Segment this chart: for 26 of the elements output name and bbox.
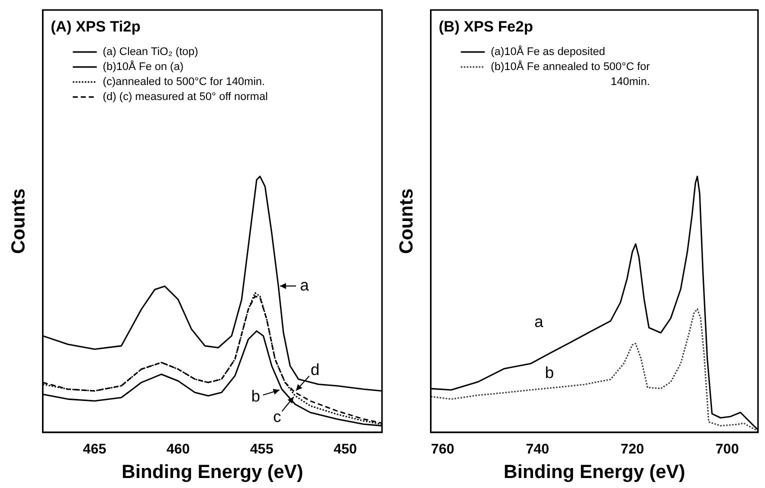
x-axis-title: Binding Energy (eV) xyxy=(122,462,304,483)
x-tick-label: 700 xyxy=(715,440,740,457)
x-tick-label: 720 xyxy=(620,440,644,457)
x-tick-label: 460 xyxy=(166,440,190,457)
annotation: d xyxy=(310,362,320,379)
x-tick-label: 465 xyxy=(82,440,106,457)
annotation: a xyxy=(300,278,309,295)
legend-label: (a) Clean TiO₂ (top) xyxy=(102,46,198,58)
x-tick-label: 740 xyxy=(526,440,550,457)
legend-label: (b)10Å Fe annealed to 500°C for 140min. xyxy=(490,60,650,88)
y-axis-title: Counts xyxy=(396,188,418,254)
annotation: b xyxy=(544,364,554,382)
x-axis-title: Binding Energy (eV) xyxy=(504,462,686,483)
annotation: c xyxy=(273,409,282,426)
annotation: b xyxy=(251,388,260,406)
y-axis-title: Counts xyxy=(8,188,30,254)
x-tick-label: 455 xyxy=(250,440,274,457)
x-tick-label: 760 xyxy=(430,440,455,457)
legend-label: (b)10Å Fe on (a) xyxy=(102,60,184,74)
legend-label: (d) (c) measured at 50° off normal xyxy=(102,91,268,104)
annotation: a xyxy=(534,314,544,332)
chart-title: (A) XPS Ti2p xyxy=(50,18,141,36)
chart-title: (B) XPS Fe2p xyxy=(438,18,533,36)
legend-label: (c)annealed to 500°C for 140min. xyxy=(102,76,265,88)
x-tick-label: 450 xyxy=(334,440,358,457)
legend-label: (a)10Å Fe as deposited xyxy=(490,45,606,58)
